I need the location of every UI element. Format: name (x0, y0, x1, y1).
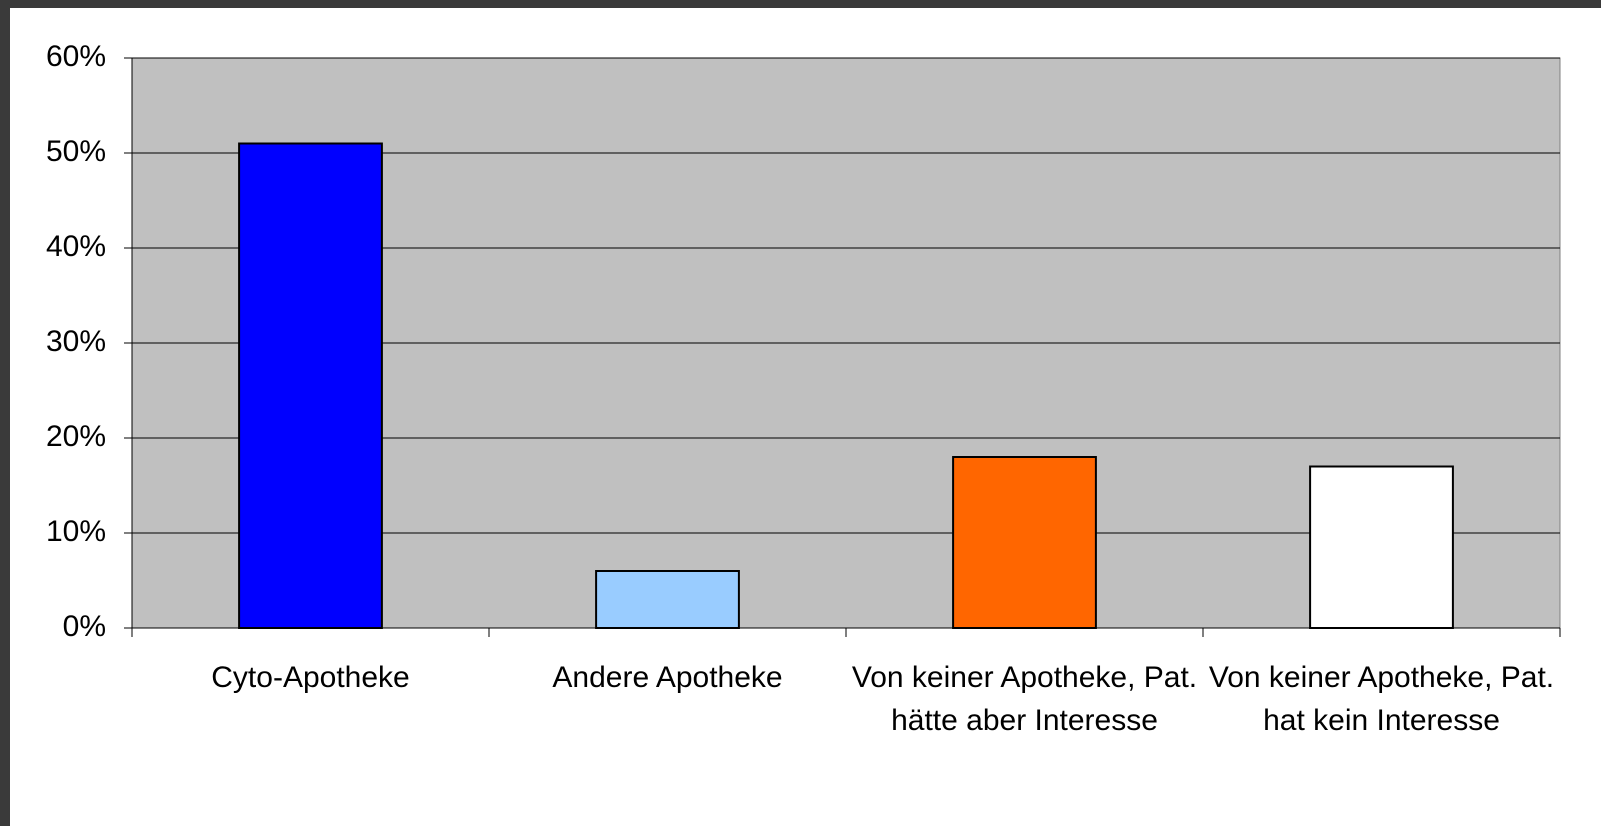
bar (1309, 465, 1454, 629)
y-tick-label: 10% (46, 515, 106, 548)
bar (952, 456, 1097, 629)
y-tick-label: 50% (46, 135, 106, 168)
bar (595, 570, 740, 629)
x-tick-label: Cyto-Apotheke (211, 661, 410, 694)
y-tick-label: 30% (46, 325, 106, 358)
y-tick-label: 60% (46, 40, 106, 73)
y-tick-label: 40% (46, 230, 106, 263)
y-tick-label: 0% (63, 610, 106, 643)
y-tick-label: 20% (46, 420, 106, 453)
x-tick-label: Von keiner Apotheke, Pat. hätte aber Int… (851, 661, 1198, 737)
x-tick-label: Von keiner Apotheke, Pat. hat kein Inter… (1208, 661, 1555, 737)
x-tick-label: Andere Apotheke (552, 661, 783, 694)
bar (238, 142, 383, 629)
